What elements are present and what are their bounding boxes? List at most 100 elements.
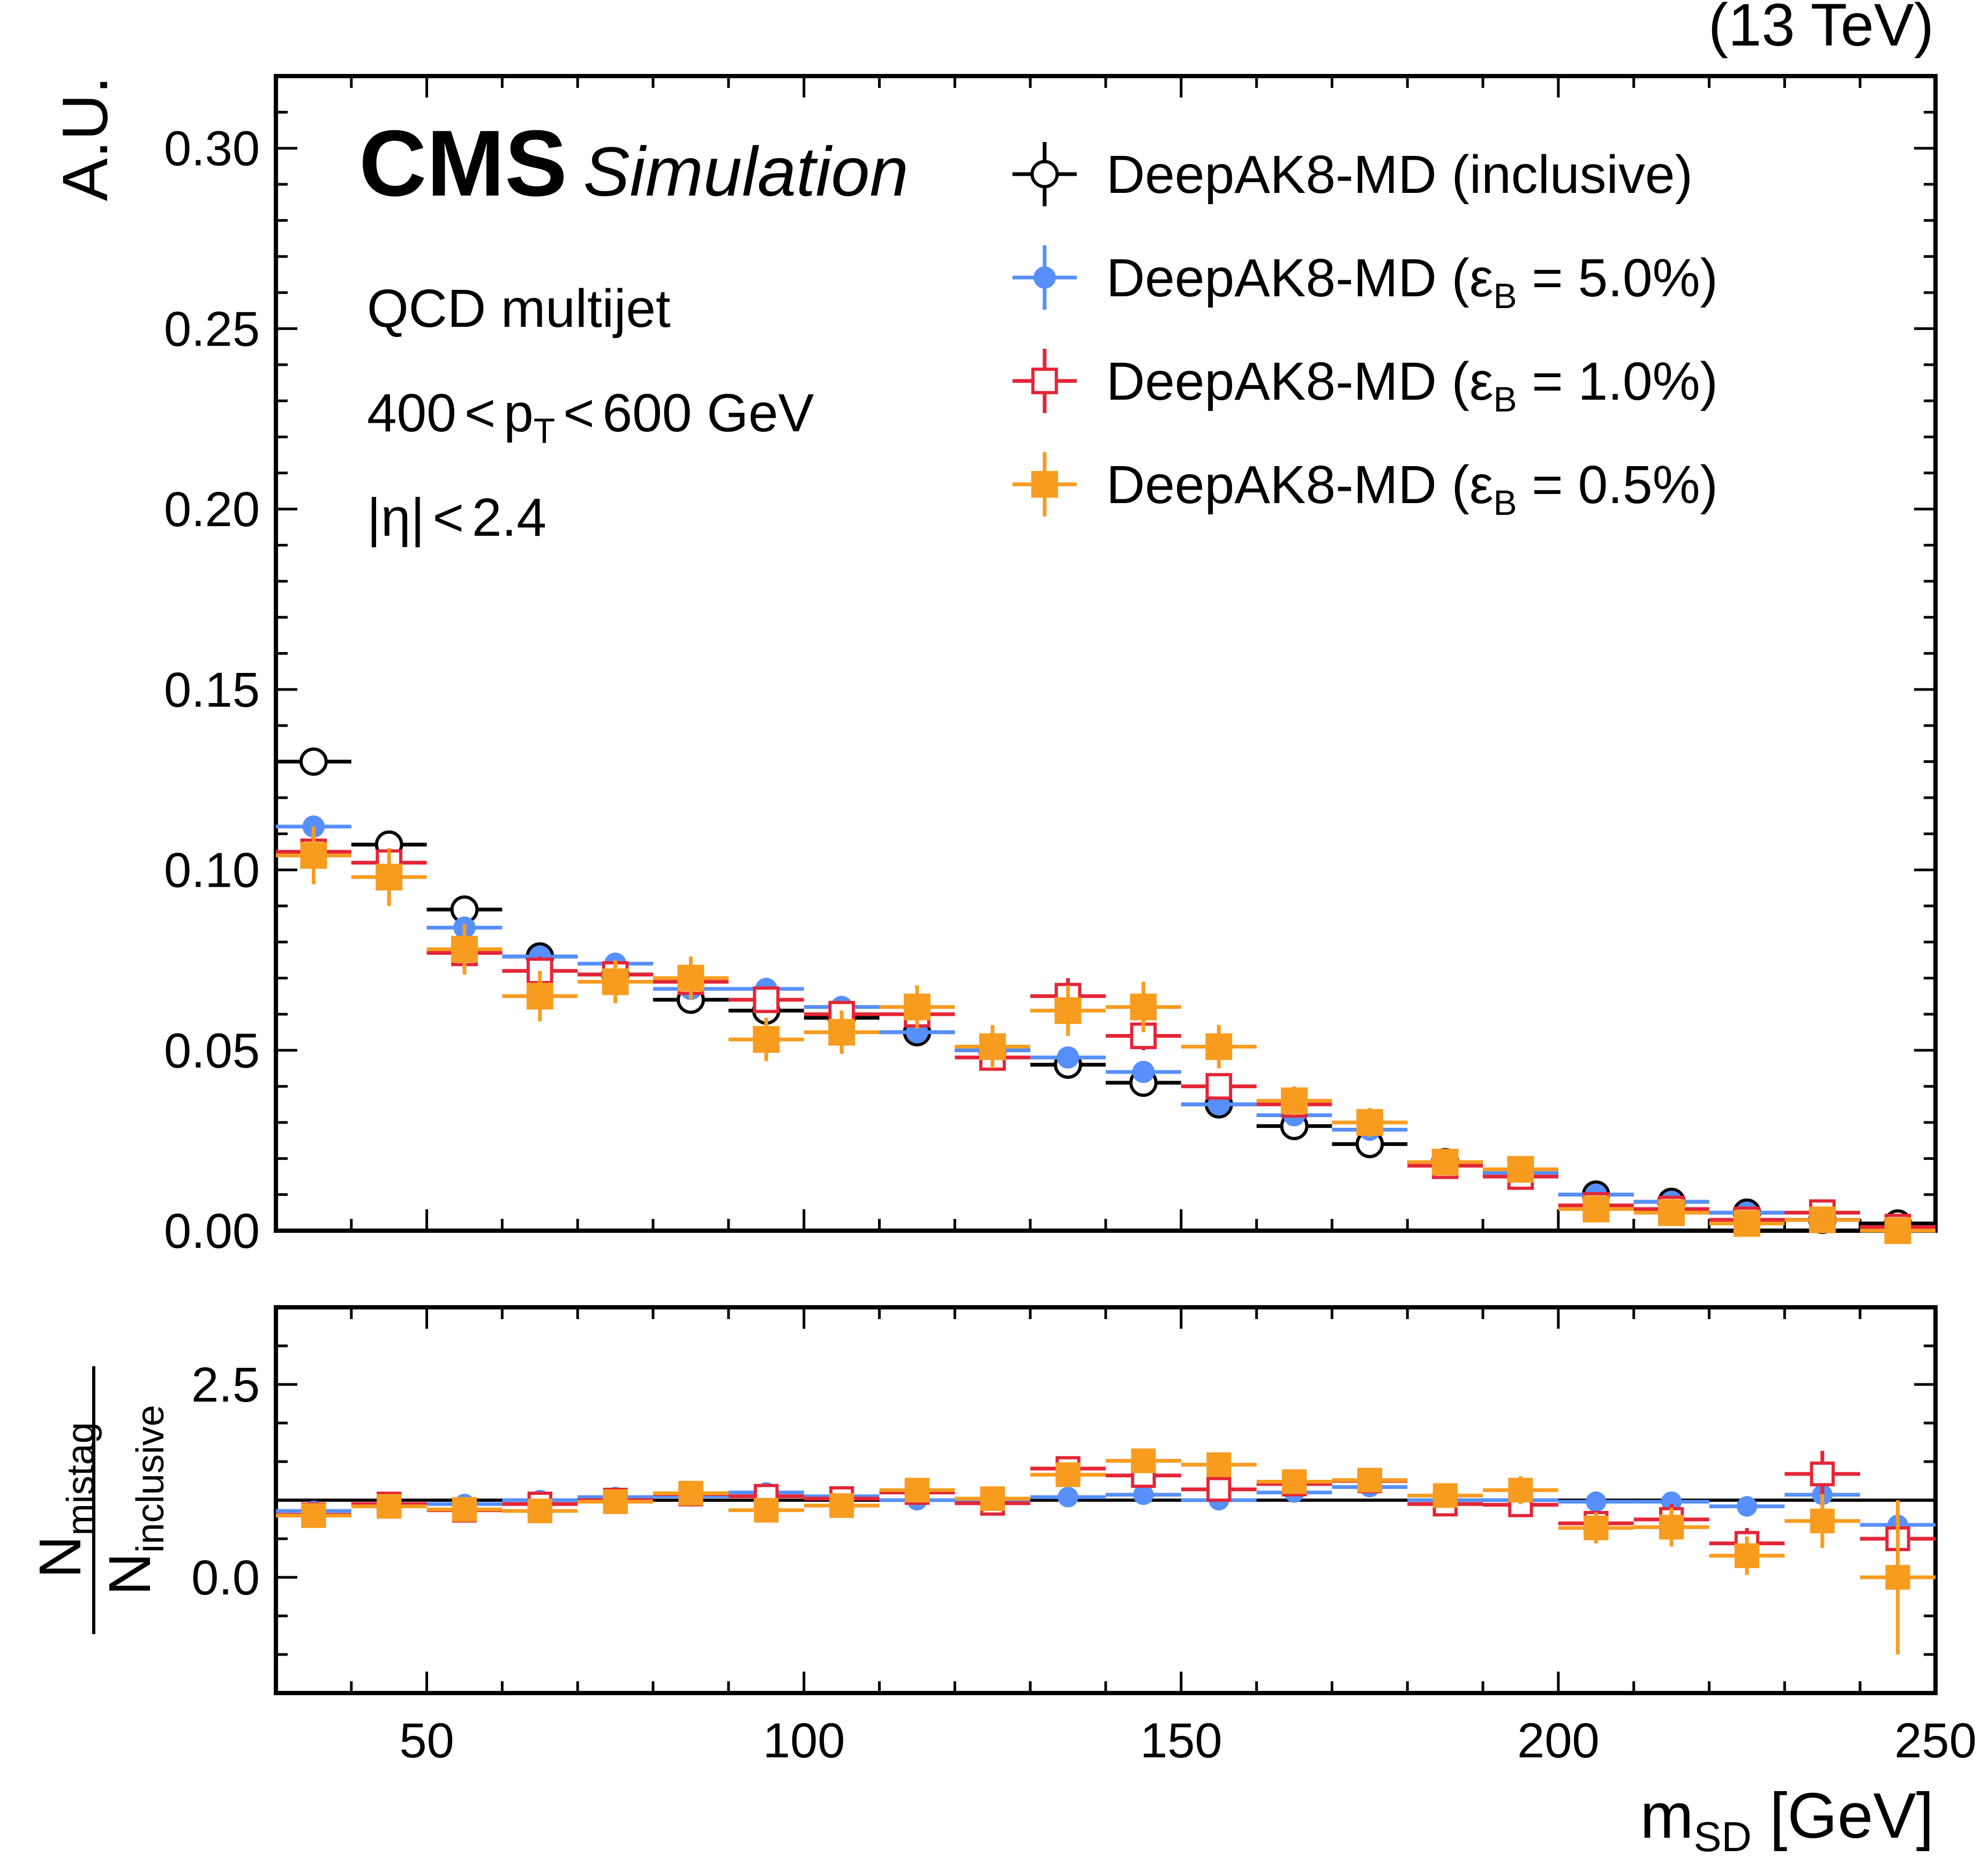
- data-point: [299, 747, 328, 776]
- data-point: [980, 1486, 1005, 1511]
- ratio-denominator: Ninclusive: [97, 1405, 172, 1596]
- y-tick-label: 0.25: [164, 302, 260, 356]
- x-tick-label: 100: [763, 1713, 845, 1768]
- data-point: [377, 1494, 402, 1519]
- ratio-axis-ticks: [274, 1306, 1937, 1695]
- ratio-denominator-sub: inclusive: [129, 1405, 172, 1553]
- data-point: [1658, 1199, 1685, 1226]
- simulation-text: Simulation: [583, 132, 909, 211]
- data-point: [1131, 1448, 1156, 1473]
- legend-label-main: DeepAK8-MD (: [1106, 248, 1469, 308]
- data-point: [1586, 1491, 1607, 1512]
- legend-label-eps: ε: [1469, 455, 1494, 515]
- data-point: [1432, 1483, 1458, 1508]
- data-point: [1507, 1156, 1534, 1183]
- series-filled-circle: [276, 815, 1936, 1239]
- ratio-y-tick-label: 2.5: [191, 1358, 260, 1412]
- process-label: QCD multijet: [367, 279, 671, 339]
- pt-lt-2: <: [563, 383, 594, 443]
- legend-entry: DeepAK8-MD (εB = 1.0%): [1012, 349, 1718, 419]
- data-point: [829, 1493, 854, 1518]
- x-tick-label: 200: [1517, 1713, 1600, 1768]
- data-point: [1206, 1452, 1232, 1477]
- data-point: [1205, 1033, 1233, 1060]
- x-tick-label: 150: [1140, 1713, 1222, 1768]
- pt-cut-label: 400 < pT <600 GeV: [367, 383, 814, 451]
- legend-label-main: DeepAK8-MD (inclusive): [1106, 145, 1693, 205]
- data-point: [1734, 1543, 1759, 1568]
- legend-label-sub: B: [1494, 276, 1517, 316]
- legend-label-rest: = 5.0%): [1517, 248, 1718, 308]
- data-point: [904, 1478, 929, 1503]
- data-point: [1206, 1477, 1232, 1502]
- legend-label-eps: ε: [1469, 248, 1494, 308]
- x-tick-label: 250: [1894, 1713, 1977, 1768]
- x-tick-labels: 50 100 150 200 250: [399, 1713, 1976, 1768]
- data-point: [1132, 1060, 1155, 1083]
- data-point: [1357, 1467, 1382, 1493]
- eta-cut-label: |η| <2.4: [367, 488, 546, 548]
- data-point: [753, 986, 780, 1013]
- data-point: [603, 1489, 628, 1514]
- cms-label: CMS Simulation: [359, 111, 909, 216]
- pt-lt-1: <: [464, 383, 496, 443]
- y-axis-title-main: A.U.: [49, 76, 121, 201]
- data-point: [1584, 1515, 1609, 1540]
- data-point: [1508, 1478, 1533, 1503]
- data-point: [1056, 1046, 1079, 1069]
- legend-entry: DeepAK8-MD (εB = 5.0%): [1012, 245, 1718, 316]
- data-point: [1281, 1087, 1308, 1114]
- data-point: [753, 1026, 780, 1053]
- ratio-numerator-n: N: [27, 1536, 93, 1578]
- x-axis-title: mSD [GeV]: [1640, 1780, 1934, 1857]
- series-filled-square: [276, 1448, 1936, 1654]
- legend-label: DeepAK8-MD (εB = 0.5%): [1106, 455, 1718, 522]
- legend-label-sub: B: [1494, 483, 1517, 522]
- cms-text: CMS: [359, 111, 567, 216]
- legend-label: DeepAK8-MD (inclusive): [1106, 145, 1693, 205]
- legend-label-eps: ε: [1469, 351, 1494, 411]
- data-point: [1130, 1022, 1157, 1050]
- data-point: [301, 1503, 326, 1528]
- data-point: [1031, 368, 1058, 394]
- legend-label: DeepAK8-MD (εB = 1.0%): [1106, 351, 1718, 419]
- data-point: [1582, 1195, 1610, 1223]
- main-y-tick-labels: 0.00 0.05 0.10 0.15 0.20 0.25 0.30: [164, 122, 260, 1259]
- data-point: [300, 842, 327, 869]
- legend-label-sub: B: [1494, 379, 1517, 419]
- data-point: [452, 1497, 477, 1522]
- data-point: [754, 1497, 779, 1523]
- series-filled-circle: [276, 1477, 1936, 1540]
- series-open-circle: [276, 747, 1936, 1238]
- legend-label: DeepAK8-MD (εB = 5.0%): [1106, 248, 1718, 316]
- data-point: [1809, 1206, 1836, 1233]
- legend-label-main: DeepAK8-MD (: [1106, 351, 1469, 411]
- ratio-denominator-n: N: [97, 1553, 163, 1595]
- data-point: [1661, 1491, 1682, 1512]
- data-point: [1031, 471, 1058, 498]
- ratio-y-tick-labels: 0.0 2.5: [191, 1358, 260, 1605]
- data-point: [828, 1019, 856, 1046]
- x-tick-label: 50: [399, 1713, 454, 1768]
- y-tick-label: 0.30: [164, 122, 260, 176]
- pt-symbol: p: [504, 383, 534, 443]
- data-point: [1885, 1564, 1910, 1590]
- legend-label-rest: = 0.5%): [1517, 455, 1718, 515]
- data-point: [602, 968, 629, 995]
- x-axis-title-unit: [GeV]: [1752, 1780, 1934, 1852]
- data-point: [1733, 1210, 1760, 1237]
- series-filled-square: [276, 826, 1936, 1244]
- data-point: [1130, 993, 1157, 1021]
- data-point: [1282, 1469, 1307, 1494]
- pt-lower: 400: [367, 383, 456, 443]
- main-series-layer: [276, 747, 1936, 1244]
- data-point: [1054, 997, 1082, 1024]
- ratio-series-layer: [276, 1448, 1936, 1654]
- legend: DeepAK8-MD (inclusive)DeepAK8-MD (εB = 5…: [1012, 142, 1718, 522]
- data-point: [979, 1033, 1006, 1060]
- data-point: [1736, 1496, 1758, 1517]
- eta-symbol: |η|: [367, 488, 425, 548]
- ratio-y-tick-label: 0.0: [191, 1551, 260, 1605]
- data-point: [1057, 1487, 1078, 1508]
